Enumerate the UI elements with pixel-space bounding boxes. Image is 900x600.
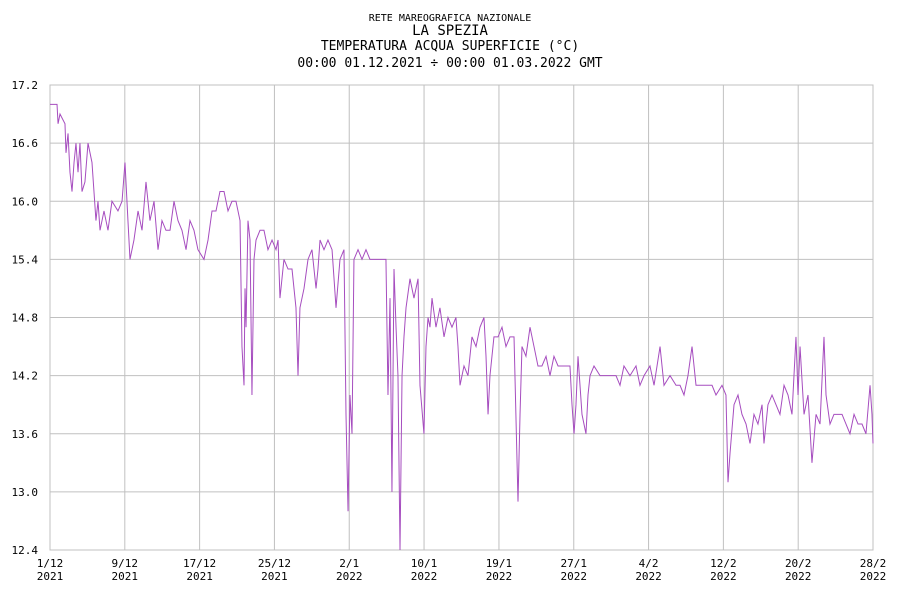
data-line xyxy=(50,103,874,551)
x-tick-label: 28/2 xyxy=(860,557,887,570)
x-tick-year: 2022 xyxy=(561,570,588,583)
x-tick-label: 12/2 xyxy=(710,557,737,570)
x-tick-year: 2021 xyxy=(112,570,139,583)
x-tick-year: 2021 xyxy=(186,570,213,583)
y-tick-label: 16.6 xyxy=(12,137,39,150)
y-tick-label: 14.2 xyxy=(12,370,39,383)
x-tick-label: 9/12 xyxy=(112,557,139,570)
x-tick-year: 2022 xyxy=(336,570,363,583)
y-tick-label: 13.0 xyxy=(12,486,39,499)
x-tick-label: 10/1 xyxy=(411,557,438,570)
y-tick-label: 15.4 xyxy=(12,253,39,266)
x-tick-year: 2022 xyxy=(486,570,513,583)
chart-subtitle: 00:00 01.12.2021 ÷ 00:00 01.03.2022 GMT xyxy=(297,56,602,71)
x-tick-year: 2022 xyxy=(785,570,812,583)
x-tick-label: 4/2 xyxy=(639,557,659,570)
x-tick-label: 1/12 xyxy=(37,557,64,570)
chart-subtitle: TEMPERATURA ACQUA SUPERFICIE (°C) xyxy=(321,39,579,54)
x-tick-label: 17/12 xyxy=(183,557,216,570)
x-tick-label: 27/1 xyxy=(561,557,588,570)
y-tick-label: 16.0 xyxy=(12,195,39,208)
x-tick-year: 2022 xyxy=(860,570,887,583)
y-tick-label: 14.8 xyxy=(12,312,39,325)
x-tick-year: 2021 xyxy=(37,570,64,583)
x-tick-label: 19/1 xyxy=(486,557,513,570)
x-tick-label: 25/12 xyxy=(258,557,291,570)
chart-header: RETE MAREOGRAFICA NAZIONALE xyxy=(369,13,532,24)
x-tick-year: 2021 xyxy=(261,570,288,583)
x-tick-year: 2022 xyxy=(710,570,737,583)
x-tick-label: 2/1 xyxy=(339,557,359,570)
y-tick-label: 17.2 xyxy=(12,79,39,92)
y-tick-label: 13.6 xyxy=(12,428,39,441)
y-tick-label: 12.4 xyxy=(12,544,39,557)
x-tick-year: 2022 xyxy=(411,570,438,583)
x-tick-label: 20/2 xyxy=(785,557,812,570)
x-tick-year: 2022 xyxy=(635,570,662,583)
chart-title: LA SPEZIA xyxy=(412,23,488,39)
